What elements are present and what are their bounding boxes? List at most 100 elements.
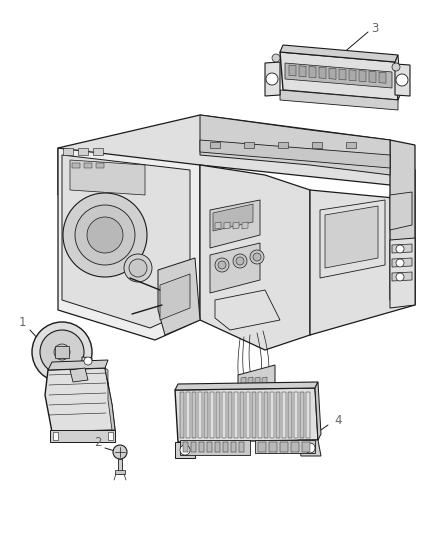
Bar [280,442,288,452]
Polygon shape [320,200,385,278]
Bar [191,442,196,452]
Polygon shape [180,392,184,438]
Circle shape [305,443,315,453]
Polygon shape [210,142,220,148]
Bar [207,442,212,452]
Circle shape [124,254,152,282]
Polygon shape [369,71,376,83]
Polygon shape [234,392,238,438]
Polygon shape [160,274,190,320]
Polygon shape [285,63,392,88]
Text: 3: 3 [371,21,379,35]
Polygon shape [53,432,58,440]
Polygon shape [62,155,190,328]
Polygon shape [309,67,316,78]
Polygon shape [282,392,286,438]
Bar [269,442,277,452]
Polygon shape [258,392,262,438]
Polygon shape [289,65,296,76]
Circle shape [180,445,190,455]
Circle shape [396,74,408,86]
Polygon shape [105,368,115,430]
Polygon shape [392,244,412,253]
Polygon shape [70,368,88,382]
Polygon shape [238,365,275,405]
Polygon shape [192,392,196,438]
Polygon shape [349,70,356,81]
Circle shape [87,217,123,253]
Polygon shape [294,392,298,438]
Circle shape [40,330,84,374]
Polygon shape [315,382,321,440]
Polygon shape [392,258,412,267]
Polygon shape [50,430,115,442]
Polygon shape [395,64,410,96]
Polygon shape [270,392,274,438]
Circle shape [84,357,92,365]
Polygon shape [175,388,318,442]
Polygon shape [276,392,280,438]
Polygon shape [319,67,326,78]
Polygon shape [255,440,315,453]
Bar [231,442,236,452]
Polygon shape [175,442,195,458]
Polygon shape [115,470,125,474]
Polygon shape [329,68,336,79]
Circle shape [32,322,92,382]
Polygon shape [200,165,310,350]
Polygon shape [222,392,226,438]
Polygon shape [298,440,321,456]
Polygon shape [246,392,250,438]
Polygon shape [48,360,108,370]
Polygon shape [339,69,346,80]
Polygon shape [390,140,415,305]
Circle shape [266,73,278,85]
Bar [239,442,244,452]
Circle shape [218,261,226,269]
Circle shape [113,445,127,459]
Polygon shape [240,392,244,438]
Circle shape [272,54,280,62]
Polygon shape [255,377,260,384]
Polygon shape [204,392,208,438]
Polygon shape [84,163,92,168]
Circle shape [396,259,404,267]
Polygon shape [118,459,122,474]
Polygon shape [72,163,80,168]
Polygon shape [390,238,415,308]
Polygon shape [200,115,390,175]
Bar [291,442,299,452]
Polygon shape [325,206,378,268]
Circle shape [215,258,229,272]
Polygon shape [228,392,232,438]
Polygon shape [82,357,92,366]
Polygon shape [280,52,398,100]
Polygon shape [278,142,288,148]
Polygon shape [280,45,398,62]
Polygon shape [379,72,386,83]
Circle shape [392,63,400,71]
Circle shape [233,254,247,268]
Polygon shape [262,377,267,384]
Polygon shape [180,440,250,455]
Bar [223,442,228,452]
Polygon shape [264,392,268,438]
Polygon shape [390,192,412,230]
Circle shape [253,253,261,261]
Polygon shape [310,190,415,335]
Polygon shape [158,258,200,335]
Polygon shape [210,392,214,438]
Polygon shape [210,243,260,293]
Polygon shape [300,392,304,438]
Text: 1: 1 [18,316,26,328]
Polygon shape [224,222,230,229]
Polygon shape [359,70,366,82]
Polygon shape [244,142,254,148]
Polygon shape [58,148,200,340]
Polygon shape [306,392,310,438]
Circle shape [54,344,70,360]
Bar [258,442,266,452]
Polygon shape [280,90,398,110]
Polygon shape [175,382,318,390]
Polygon shape [198,392,202,438]
